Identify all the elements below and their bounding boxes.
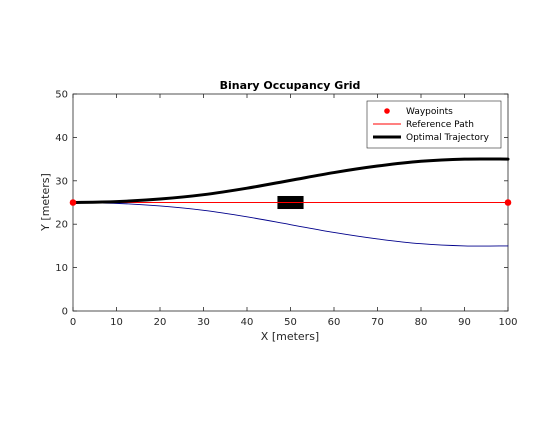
x-tick-label: 10 [110,317,123,328]
x-tick-label: 30 [197,317,210,328]
x-tick-label: 50 [284,317,297,328]
optimal-trajectory-line [71,157,510,204]
y-axis-label: Y [meters] [39,173,52,232]
ticks-layer: 0 10 20 30 40 50 60 70 80 90 100 0 10 20 30 40 50 [55,90,517,329]
waypoint-marker [69,199,77,206]
legend-entry-label: Waypoints [406,107,453,117]
legend: Waypoints Reference Path Optimal Trajector… [366,100,502,149]
waypoint-marker [504,199,512,206]
y-tick-label: 0 [62,307,68,318]
x-tick-label: 20 [154,317,167,328]
legend-entry-label: Optimal Trajectory [406,133,490,143]
y-tick-label: 30 [55,176,68,187]
x-tick-label: 40 [241,317,254,328]
series-layer [69,157,512,247]
x-tick-label: 60 [328,317,341,328]
x-tick-label: 90 [458,317,471,328]
y-tick-label: 20 [55,220,68,231]
chart-title: Binary Occupancy Grid [220,79,361,92]
trajectory-bound-line [72,202,509,247]
legend-entry-label: Reference Path [406,120,474,130]
y-tick-label: 50 [55,90,68,101]
y-tick-label: 40 [55,133,68,144]
x-axis-label: X [meters] [261,330,319,343]
x-tick-label: 80 [415,317,428,328]
x-tick-label: 0 [70,317,76,328]
legend-box [366,100,502,149]
x-tick-label: 100 [498,317,517,328]
y-tick-label: 10 [55,263,68,274]
x-tick-label: 70 [371,317,384,328]
legend-swatch-waypoints [384,108,390,114]
